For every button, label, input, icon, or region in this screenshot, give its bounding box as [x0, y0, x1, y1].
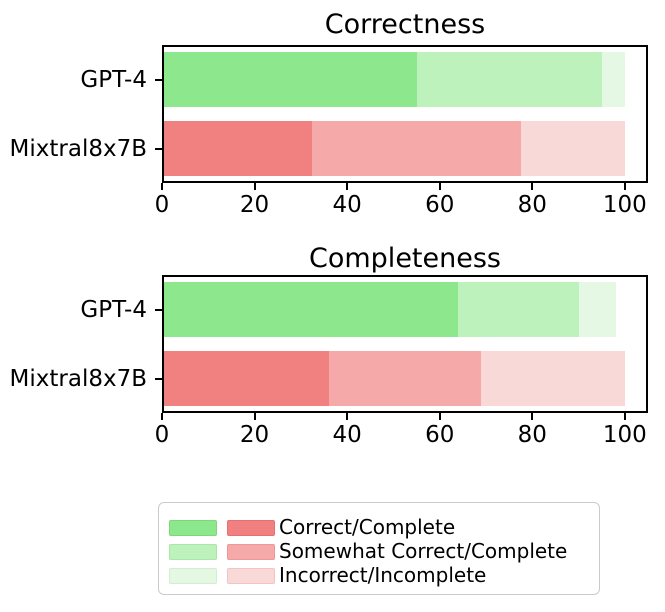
legend-swatch-green [169, 519, 217, 536]
x-tick [161, 183, 163, 190]
y-tick [155, 78, 162, 81]
x-tick [161, 413, 163, 420]
legend-swatch-green [169, 543, 217, 560]
legend-box: Correct/Complete Somewhat Correct/Complet… [158, 502, 600, 595]
bar-segment [458, 282, 579, 337]
x-tick [531, 183, 534, 190]
legend-row: Correct/Complete [169, 516, 599, 539]
x-tick [623, 183, 626, 190]
x-tick-label: 80 [517, 192, 547, 218]
legend-swatch-red [227, 543, 275, 560]
bar-segment [162, 121, 313, 176]
y-tick [155, 147, 162, 150]
x-tick [253, 183, 256, 190]
x-tick [531, 413, 534, 420]
legend-label: Correct/Complete [279, 515, 456, 539]
y-tick-label: Mixtral8x7B [9, 365, 147, 392]
x-tick-label: 60 [425, 192, 455, 218]
x-tick-label: 0 [154, 422, 170, 448]
x-tick-label: 0 [154, 192, 170, 218]
chart-title-completeness: Completeness [309, 243, 501, 274]
x-tick-label: 100 [602, 192, 647, 218]
x-tick [438, 413, 441, 420]
x-tick [438, 183, 441, 190]
bar-segment [416, 52, 602, 107]
bar-segment [328, 351, 482, 406]
x-tick-label: 100 [602, 422, 647, 448]
y-tick-label: GPT-4 [80, 296, 147, 323]
legend-label: Incorrect/Incomplete [279, 563, 487, 587]
x-tick [253, 413, 256, 420]
x-tick [346, 183, 349, 190]
x-tick [346, 413, 349, 420]
bar-segment [601, 52, 625, 107]
legend-swatch-green [169, 567, 217, 584]
bar-segment [520, 121, 625, 176]
y-tick [155, 308, 162, 311]
x-tick-label: 20 [239, 422, 270, 448]
bar-segment [481, 351, 625, 406]
chart-title-correctness: Correctness [324, 9, 486, 40]
plot-frame [162, 275, 648, 413]
y-tick-label: Mixtral8x7B [9, 135, 147, 162]
legend-row: Incorrect/Incomplete [169, 564, 599, 587]
bar-segment [162, 52, 417, 107]
legend-label: Somewhat Correct/Complete [279, 539, 568, 563]
y-tick [155, 377, 162, 380]
legend-swatch-red [227, 567, 275, 584]
bar-segment [578, 282, 616, 337]
legend-row: Somewhat Correct/Complete [169, 540, 599, 563]
plot-frame [162, 45, 648, 183]
x-tick-label: 40 [332, 422, 362, 448]
bar-segment [162, 282, 459, 337]
bar-segment [312, 121, 521, 176]
y-tick-label: GPT-4 [80, 66, 147, 93]
x-tick-label: 20 [239, 192, 270, 218]
x-tick-label: 60 [425, 422, 455, 448]
x-tick [623, 413, 626, 420]
x-tick-label: 80 [517, 422, 547, 448]
legend-swatch-red [227, 519, 275, 536]
x-tick-label: 40 [332, 192, 362, 218]
bar-segment [162, 351, 329, 406]
